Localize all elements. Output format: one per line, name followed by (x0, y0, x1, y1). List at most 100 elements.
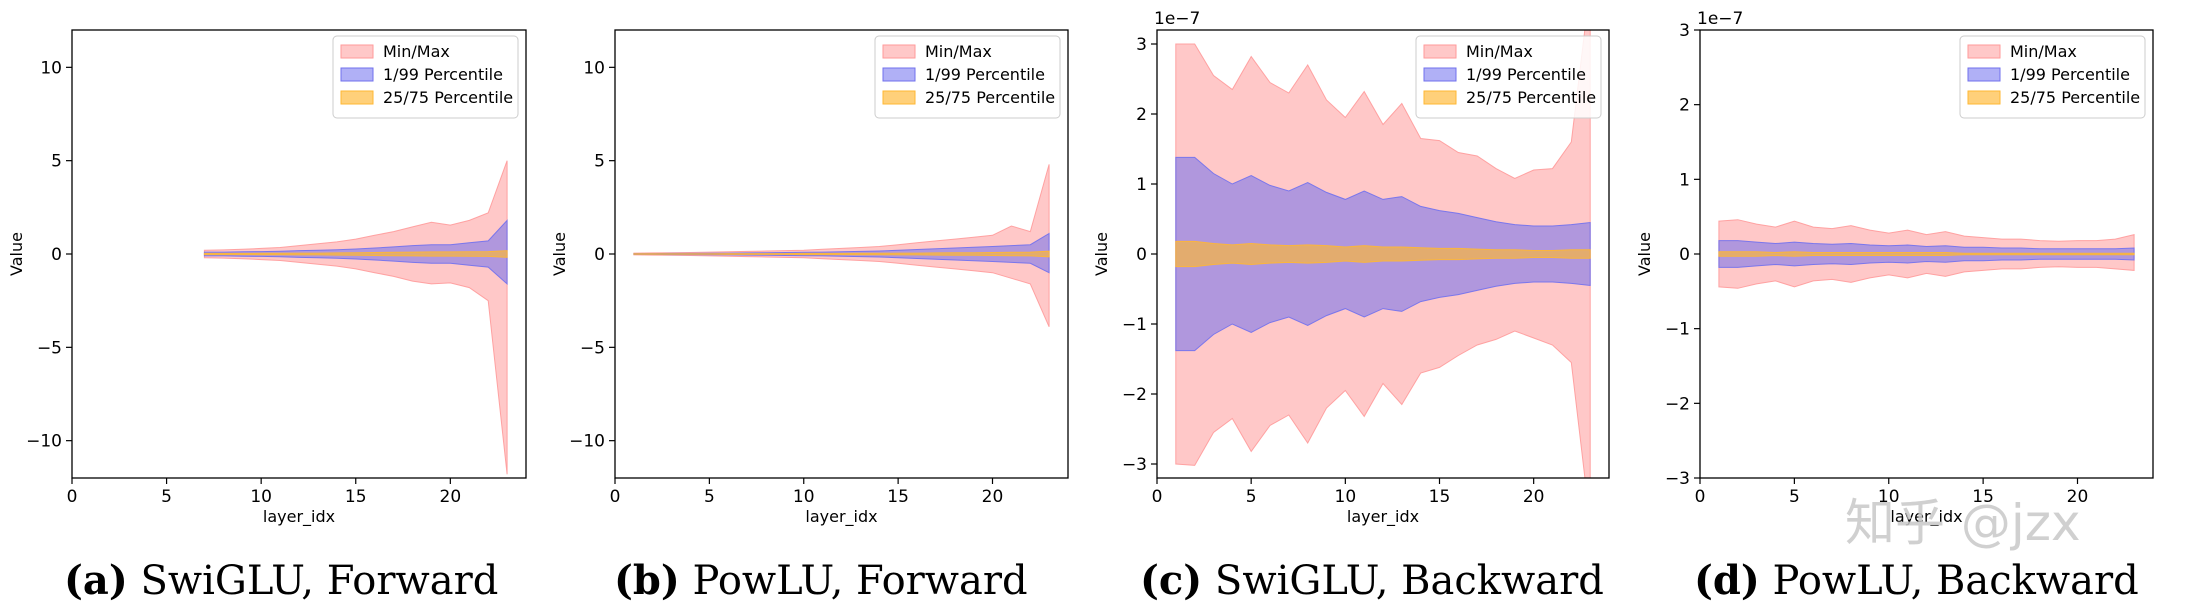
y-tick-label: 5 (51, 152, 62, 172)
x-tick-label: 5 (704, 487, 715, 507)
y-tick-label: −3 (1122, 455, 1147, 475)
legend: Min/Max 1/99 Percentile 25/75 Percentile (874, 35, 1061, 119)
legend: Min/Max 1/99 Percentile 25/75 Percentile (1959, 35, 2146, 119)
x-tick-label: 20 (1523, 487, 1545, 507)
legend-swatch (340, 44, 374, 59)
y-axis-label: Value (7, 232, 26, 276)
caption-text: PowLU, Backward (1760, 558, 2139, 604)
band-25-75-percentile (1718, 251, 2135, 257)
legend-entry: 25/75 Percentile (1466, 88, 1596, 107)
y-tick-label: 3 (1136, 35, 1147, 55)
x-axis-label: layer_idx (1890, 507, 1962, 527)
x-axis-label: layer_idx (805, 507, 877, 527)
legend-box (1415, 35, 1602, 119)
x-tick-label: 0 (67, 487, 78, 507)
band-min-max (203, 160, 508, 475)
caption-label: (b) (614, 557, 680, 604)
legend-swatch (340, 90, 374, 105)
panel-caption: (c) SwiGLU, Backward (1140, 557, 1604, 604)
x-tick-label: 10 (793, 487, 815, 507)
legend-swatch (1967, 44, 2001, 59)
legend-swatch (1967, 90, 2001, 105)
caption-label: (a) (64, 557, 128, 604)
legend: Min/Max 1/99 Percentile 25/75 Percentile (332, 35, 519, 119)
y-tick-label: 2 (1136, 105, 1147, 125)
y-tick-label: −5 (580, 338, 605, 358)
x-tick-label: 15 (1972, 487, 1994, 507)
band-1-99-percentile (203, 219, 508, 286)
panel-b: 0 5 10 15 20−10−50510layer_idxValueMin/Max1/… (550, 29, 1069, 604)
caption-text: SwiGLU, Forward (128, 558, 499, 604)
y-tick-label: −3 (1665, 469, 1690, 489)
legend-swatch (882, 44, 916, 59)
x-tick-label: 10 (250, 487, 272, 507)
y-tick-label: −1 (1665, 320, 1690, 340)
y-exponent-label: 1e−7 (1154, 9, 1200, 29)
x-axis-label: layer_idx (1347, 507, 1419, 527)
legend-entry: Min/Max (925, 42, 992, 61)
y-tick-label: 0 (51, 245, 62, 265)
y-axis-label: Value (1635, 232, 1654, 276)
legend-box (332, 35, 519, 119)
y-tick-label: 1 (1136, 175, 1147, 195)
legend-entry: 25/75 Percentile (383, 88, 513, 107)
legend-swatch (882, 67, 916, 82)
x-tick-label: 15 (1429, 487, 1451, 507)
legend-swatch (882, 90, 916, 105)
y-tick-label: −5 (37, 338, 62, 358)
panel-d: 0 5 10 15 20 −3 −2 −1 0 1 2 3 1e−7 layer_idx Value Min/… (1635, 9, 2154, 604)
x-tick-label: 15 (887, 487, 909, 507)
y-tick-label: 10 (583, 58, 605, 78)
x-tick-label: 5 (1789, 487, 1800, 507)
legend-entry: Min/Max (383, 42, 450, 61)
bands (203, 160, 508, 475)
x-tick-label: 0 (610, 487, 621, 507)
band-25-75-percentile (203, 250, 508, 258)
y-tick-label: −10 (26, 432, 62, 452)
legend-entry: 1/99 Percentile (1466, 65, 1586, 84)
x-tick-label: 0 (1152, 487, 1163, 507)
band-25-75-percentile (1175, 240, 1591, 268)
x-tick-label: 0 (1695, 487, 1706, 507)
y-tick-label: 2 (1679, 96, 1690, 116)
caption-text: SwiGLU, Backward (1202, 558, 1604, 604)
legend-swatch (1423, 44, 1457, 59)
y-axis-label: Value (1092, 232, 1111, 276)
y-tick-label: −2 (1665, 394, 1690, 414)
x-tick-label: 20 (982, 487, 1004, 507)
y-tick-label: 1 (1679, 170, 1690, 190)
legend-swatch (340, 67, 374, 82)
band-min-max (633, 164, 1050, 328)
caption-text: PowLU, Forward (680, 558, 1028, 604)
y-tick-label: 0 (1136, 245, 1147, 265)
legend-box (874, 35, 1061, 119)
y-tick-label: −2 (1122, 385, 1147, 405)
watermark: 知乎 @jzx (1845, 494, 2081, 552)
legend: Min/Max 1/99 Percentile 25/75 Percentile (1415, 35, 1602, 119)
bands (1175, 30, 1591, 478)
panel-caption: (a) SwiGLU, Forward (64, 557, 498, 604)
legend-entry: Min/Max (2010, 42, 2077, 61)
caption-label: (c) (1140, 557, 1202, 604)
bands (1718, 219, 2135, 289)
legend-entry: 1/99 Percentile (383, 65, 503, 84)
legend-swatch (1423, 67, 1457, 82)
panel-c: 0 5 10 15 20 −3 −2 −1 0 1 2 3 1e−7 layer_idx Value Min/… (1092, 9, 1610, 604)
caption-label: (d) (1694, 557, 1760, 604)
x-tick-label: 5 (1246, 487, 1257, 507)
y-exponent-label: 1e−7 (1697, 9, 1743, 29)
legend-entry: 25/75 Percentile (925, 88, 1055, 107)
bands (633, 164, 1050, 328)
x-tick-label: 10 (1878, 487, 1900, 507)
legend-entry: 25/75 Percentile (2010, 88, 2140, 107)
legend-entry: 1/99 Percentile (925, 65, 1045, 84)
y-tick-label: 10 (40, 58, 62, 78)
legend-entry: Min/Max (1466, 42, 1533, 61)
y-tick-label: −10 (569, 432, 605, 452)
y-tick-label: 0 (1679, 245, 1690, 265)
band-25-75-percentile (633, 250, 1050, 258)
x-tick-label: 5 (161, 487, 172, 507)
y-tick-label: 0 (594, 245, 605, 265)
x-tick-label: 20 (440, 487, 462, 507)
